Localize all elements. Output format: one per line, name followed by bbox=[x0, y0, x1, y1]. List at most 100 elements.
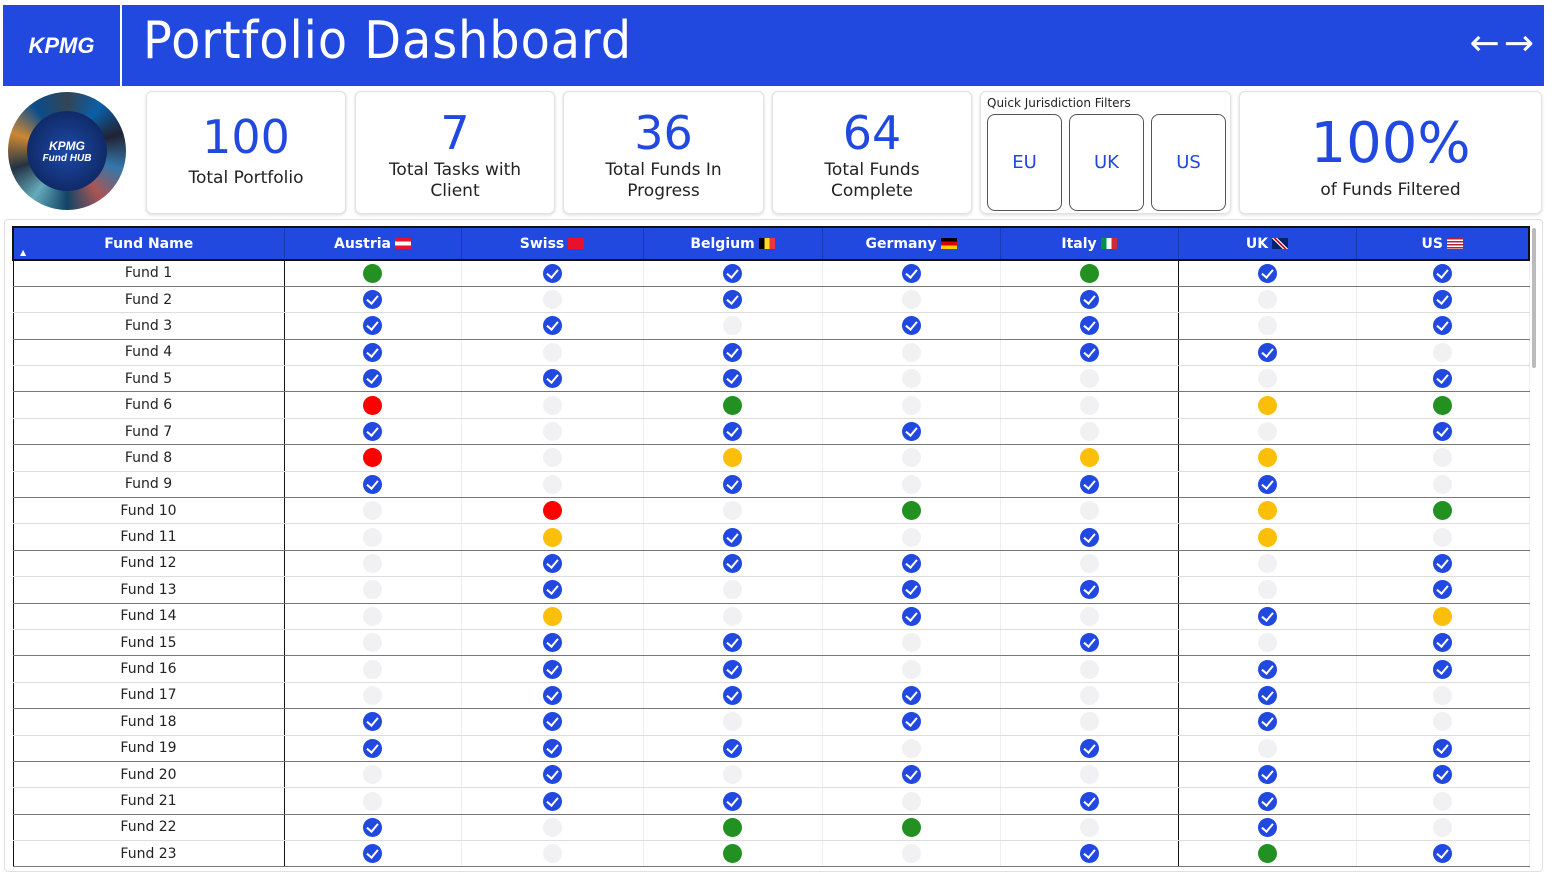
column-header-uk[interactable]: UK bbox=[1178, 227, 1357, 260]
back-arrow-icon[interactable]: ← bbox=[1469, 23, 1500, 64]
status-cell bbox=[1178, 761, 1357, 789]
status-cell bbox=[643, 418, 823, 446]
status-amber-icon bbox=[542, 606, 562, 626]
status-empty-icon bbox=[542, 474, 562, 494]
status-check-icon bbox=[723, 290, 742, 310]
table-row[interactable]: Fund 23 bbox=[12, 840, 1530, 868]
status-cell bbox=[822, 550, 1001, 578]
status-cell bbox=[1356, 312, 1530, 340]
table-row[interactable]: Fund 21 bbox=[12, 787, 1530, 815]
sort-ascending-icon[interactable]: ▲ bbox=[20, 248, 27, 257]
table-row[interactable]: Fund 14 bbox=[12, 603, 1530, 630]
status-check-icon bbox=[723, 369, 742, 389]
table-row[interactable]: Fund 19 bbox=[12, 735, 1530, 762]
vertical-scrollbar[interactable] bbox=[1532, 228, 1536, 368]
column-header-label: UK bbox=[1245, 235, 1269, 252]
status-check-icon bbox=[1257, 712, 1277, 732]
column-header-italy[interactable]: Italy bbox=[1000, 227, 1179, 260]
column-header-austria[interactable]: Austria bbox=[284, 227, 462, 260]
status-cell bbox=[822, 471, 1001, 499]
us-flag-icon bbox=[1446, 238, 1463, 249]
fund-name-cell: Fund 6 bbox=[12, 391, 285, 419]
fund-name-cell: Fund 15 bbox=[12, 629, 285, 657]
column-header-us[interactable]: US bbox=[1356, 227, 1530, 260]
table-row[interactable]: Fund 5 bbox=[12, 365, 1530, 393]
fund-name-cell: Fund 21 bbox=[12, 787, 285, 815]
fund-name-cell: Fund 17 bbox=[12, 682, 285, 710]
status-amber-icon bbox=[1257, 448, 1277, 468]
status-cell bbox=[1178, 471, 1357, 499]
table-row[interactable]: Fund 10 bbox=[12, 497, 1530, 525]
table-row[interactable]: Fund 16 bbox=[12, 655, 1530, 683]
status-check-icon bbox=[1079, 633, 1099, 653]
filter-us-button[interactable]: US bbox=[1151, 114, 1226, 211]
status-cell bbox=[1000, 418, 1179, 446]
status-check-icon bbox=[1433, 263, 1452, 283]
table-row[interactable]: Fund 4 bbox=[12, 339, 1530, 367]
status-check-icon bbox=[901, 553, 921, 573]
status-cell bbox=[643, 629, 823, 657]
status-empty-icon bbox=[723, 765, 742, 785]
status-cell bbox=[284, 339, 462, 367]
filter-uk-button[interactable]: UK bbox=[1069, 114, 1144, 211]
status-cell bbox=[643, 339, 823, 367]
table-row[interactable]: Fund 8 bbox=[12, 444, 1530, 472]
status-cell bbox=[643, 444, 823, 472]
status-cell bbox=[643, 655, 823, 683]
status-cell bbox=[822, 260, 1001, 287]
status-cell bbox=[1000, 682, 1179, 710]
table-row[interactable]: Fund 22 bbox=[12, 814, 1530, 842]
status-empty-icon bbox=[542, 395, 562, 415]
status-empty-icon bbox=[901, 342, 921, 362]
table-row[interactable]: Fund 9 bbox=[12, 471, 1530, 499]
table-row[interactable]: Fund 6 bbox=[12, 391, 1530, 419]
card-total-portfolio: 100 Total Portfolio bbox=[146, 91, 346, 214]
table-row[interactable]: Fund 7 bbox=[12, 418, 1530, 446]
table-row[interactable]: Fund 13 bbox=[12, 576, 1530, 604]
status-check-icon bbox=[901, 606, 921, 626]
column-header-swiss[interactable]: Swiss bbox=[461, 227, 644, 260]
hub-logo-line2: Fund HUB bbox=[42, 152, 92, 164]
status-check-icon bbox=[901, 580, 921, 600]
column-header-fund-name[interactable]: Fund Name ▲ bbox=[13, 227, 285, 260]
status-amber-icon bbox=[1079, 448, 1099, 468]
status-check-icon bbox=[1079, 844, 1099, 864]
status-cell bbox=[822, 444, 1001, 472]
status-amber-icon bbox=[723, 448, 742, 468]
column-header-germany[interactable]: Germany bbox=[822, 227, 1001, 260]
table-row[interactable]: Fund 11 bbox=[12, 523, 1530, 551]
filter-eu-button[interactable]: EU bbox=[987, 114, 1062, 211]
table-row[interactable]: Fund 20 bbox=[12, 761, 1530, 789]
status-cell bbox=[1356, 735, 1530, 762]
forward-arrow-icon[interactable]: → bbox=[1503, 23, 1534, 64]
status-cell bbox=[1178, 603, 1357, 630]
status-empty-icon bbox=[901, 290, 921, 310]
status-check-icon bbox=[1257, 659, 1277, 679]
status-cell bbox=[461, 629, 644, 657]
fund-name-cell: Fund 13 bbox=[12, 576, 285, 604]
status-cell bbox=[1000, 735, 1179, 762]
status-check-icon bbox=[1257, 791, 1277, 811]
status-check-icon bbox=[723, 527, 742, 547]
status-cell bbox=[1178, 444, 1357, 472]
column-header-belgium[interactable]: Belgium bbox=[643, 227, 823, 260]
card-label: Total Funds In Progress bbox=[605, 160, 722, 201]
status-cell bbox=[284, 814, 462, 842]
status-cell bbox=[461, 787, 644, 815]
table-row[interactable]: Fund 2 bbox=[12, 286, 1530, 314]
table-row[interactable]: Fund 12 bbox=[12, 550, 1530, 578]
status-cell bbox=[461, 761, 644, 789]
status-check-icon bbox=[542, 659, 562, 679]
table-row[interactable]: Fund 15 bbox=[12, 629, 1530, 657]
fund-name-cell: Fund 16 bbox=[12, 655, 285, 683]
table-row[interactable]: Fund 18 bbox=[12, 708, 1530, 736]
table-row[interactable]: Fund 3 bbox=[12, 312, 1530, 340]
table-row[interactable]: Fund 1 bbox=[12, 260, 1530, 287]
status-cell bbox=[461, 339, 644, 367]
filters-title: Quick Jurisdiction Filters bbox=[987, 96, 1131, 110]
status-empty-icon bbox=[1079, 501, 1099, 521]
status-check-icon bbox=[1257, 685, 1277, 705]
status-cell bbox=[1356, 286, 1530, 314]
table-row[interactable]: Fund 17 bbox=[12, 682, 1530, 710]
status-green-icon bbox=[901, 817, 921, 837]
